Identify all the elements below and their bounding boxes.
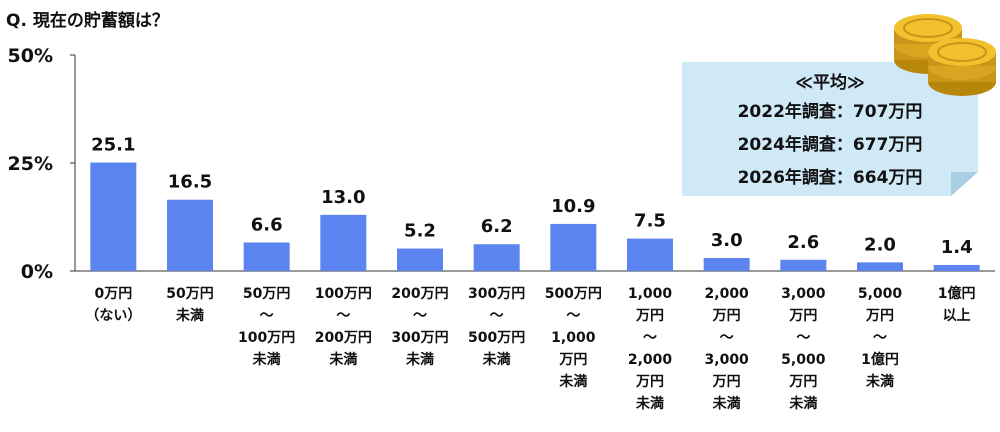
category-label-line: 万円	[558, 352, 587, 368]
data-label: 3.0	[711, 230, 743, 251]
y-tick-label: 0%	[21, 261, 53, 283]
bar	[780, 259, 827, 271]
category-label: 2,000 万円 ～ 3,000 万円未満	[705, 286, 750, 412]
category-label-line: ～	[260, 308, 274, 324]
category-label-line: 5,000	[781, 352, 826, 368]
bar	[627, 238, 673, 271]
average-line-2022: 2022年調査：707万円	[737, 102, 923, 122]
category-label-line: 未満	[406, 351, 434, 368]
category-label-line: （ない）	[85, 308, 141, 324]
data-label: 2.6	[787, 232, 819, 253]
category-label-line: ～	[490, 308, 504, 324]
data-label: 10.9	[551, 196, 595, 217]
category-label-line: ～	[336, 308, 350, 324]
category-label-line: 万円	[865, 308, 894, 324]
category-label-line: 3,000	[781, 286, 826, 302]
category-label-line: 以上	[943, 308, 971, 324]
category-label-line: 未満	[866, 373, 894, 390]
average-line-2026: 2026年調査：664万円	[737, 168, 923, 188]
category-label: 5,000 万円 ～ 1億円未満	[858, 286, 903, 390]
data-label: 16.5	[168, 172, 212, 193]
category-label-line: 50万円	[166, 286, 213, 302]
bar	[933, 264, 980, 271]
data-label: 7.5	[634, 211, 666, 232]
category-label-line: 万円	[635, 308, 664, 324]
data-label: 2.0	[864, 234, 896, 255]
category-label-line: 未満	[713, 395, 741, 412]
category-label-line: 200万円	[391, 286, 448, 302]
category-label-line: 万円	[635, 374, 664, 390]
category-label-line: 万円	[712, 374, 741, 390]
category-label-line: 300万円	[391, 330, 448, 346]
category-label: 0万円 （ない）	[85, 286, 141, 324]
y-tick-label: 25%	[8, 153, 53, 175]
category-label-line: 万円	[788, 374, 817, 390]
category-label-line: 1,000	[628, 286, 673, 302]
coin-stack-right	[928, 38, 996, 96]
data-label: 25.1	[91, 135, 135, 156]
category-label-line: 5,000	[858, 286, 903, 302]
bar	[90, 162, 137, 271]
category-label-line: ～	[566, 308, 580, 324]
category-label-line: 万円	[788, 308, 817, 324]
category-label-line: ～	[413, 308, 427, 324]
data-label: 1.4	[941, 237, 973, 258]
category-label: 50万円 ～ 100万円未満	[238, 286, 295, 368]
category-label-line: 2,000	[628, 352, 673, 368]
bar	[397, 248, 443, 271]
coins-icon	[894, 14, 996, 96]
category-label-line: 2,000	[705, 286, 750, 302]
bar	[857, 262, 903, 271]
category-label-line: 未満	[636, 395, 664, 412]
category-label-line: ～	[796, 330, 810, 346]
category-label: 300万円 ～ 500万円未満	[468, 286, 525, 368]
category-label: 1億円以上	[938, 285, 976, 324]
data-label: 6.6	[251, 214, 283, 235]
category-label-line: 500万円	[545, 286, 602, 302]
question-title: Q. 現在の貯蓄額は？	[6, 11, 169, 31]
category-label-line: ～	[720, 330, 734, 346]
category-label-line: 50万円	[243, 286, 290, 302]
category-label: 100万円 ～ 200万円未満	[315, 286, 372, 368]
category-label: 200万円 ～ 300万円未満	[391, 286, 448, 368]
category-label-line: 1,000	[551, 330, 596, 346]
average-heading: ≪平均≫	[795, 73, 865, 93]
average-line-2024: 2024年調査：677万円	[737, 135, 923, 155]
bar	[243, 242, 290, 271]
category-label-line: 未満	[253, 351, 281, 368]
category-label: 500万円 ～ 1,000 万円未満	[545, 286, 602, 390]
data-label: 13.0	[321, 187, 365, 208]
category-label-line: 未満	[559, 373, 587, 390]
category-label: 3,000 万円 ～ 5,000 万円未満	[781, 286, 826, 412]
category-label-line: 0万円	[94, 286, 132, 302]
category-label-line: ～	[873, 330, 887, 346]
data-label: 5.2	[404, 221, 436, 242]
category-label-line: 1億円	[861, 351, 899, 368]
bar	[473, 244, 520, 271]
category-label-line: 未満	[329, 351, 357, 368]
category-label: 50万円未満	[166, 286, 213, 324]
category-label-line: 1億円	[938, 285, 976, 302]
category-label-line: 200万円	[315, 330, 372, 346]
category-label-line: 500万円	[468, 330, 525, 346]
bar	[703, 258, 750, 271]
category-label-line: ～	[643, 330, 657, 346]
category-label: 1,000 万円 ～ 2,000 万円未満	[628, 286, 673, 412]
bar	[167, 199, 213, 271]
category-label-line: 300万円	[468, 286, 525, 302]
category-label-line: 100万円	[238, 330, 295, 346]
category-label-line: 未満	[483, 351, 511, 368]
data-label: 6.2	[481, 216, 513, 237]
category-label-line: 3,000	[705, 352, 750, 368]
y-tick-label: 50%	[8, 45, 53, 67]
category-label-line: 未満	[789, 395, 817, 412]
category-label-line: 未満	[176, 307, 204, 324]
category-label-line: 100万円	[315, 286, 372, 302]
category-label-line: 万円	[712, 308, 741, 324]
bar	[550, 223, 597, 271]
bar	[320, 214, 367, 271]
